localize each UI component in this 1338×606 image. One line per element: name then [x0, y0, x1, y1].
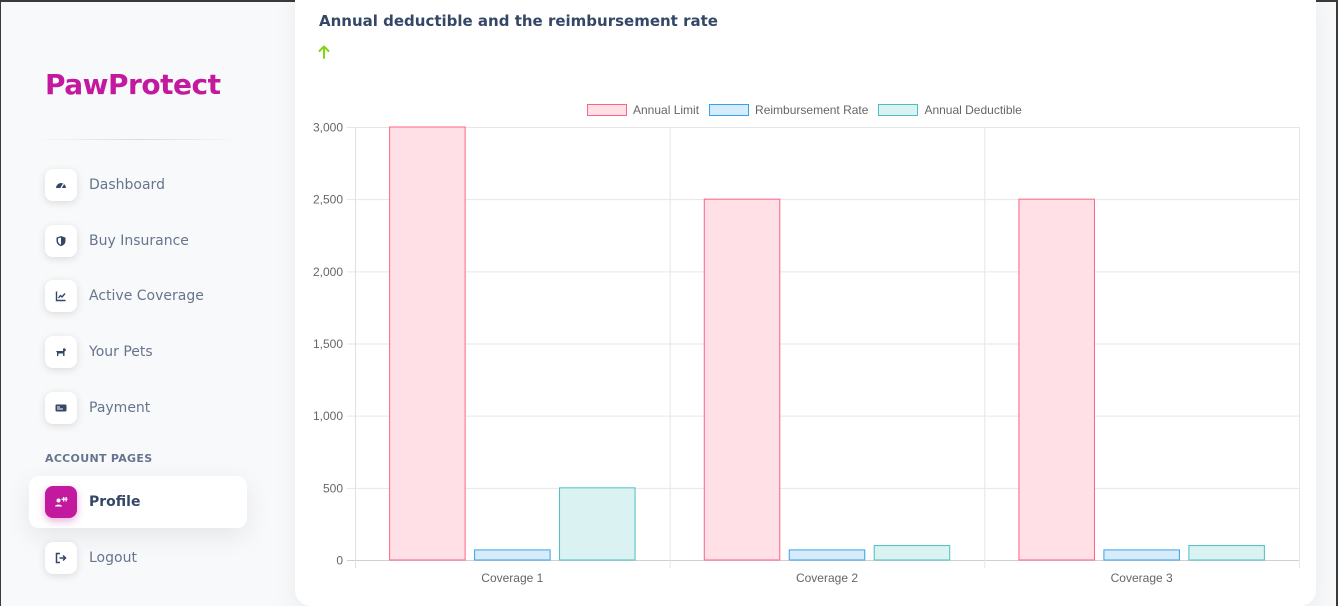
sidebar-item-profile[interactable]: Profile	[29, 476, 247, 528]
bar	[1018, 198, 1095, 561]
bar	[389, 126, 466, 561]
y-tick-label: 1,000	[313, 409, 343, 423]
sidebar-item-label: Logout	[89, 550, 137, 566]
sidebar: PawProtect Dashboard Buy Insurance Activ…	[1, 2, 271, 606]
legend-label: Annual Limit	[633, 103, 700, 117]
bar	[1188, 545, 1265, 561]
y-tick-label: 3,000	[313, 121, 343, 135]
section-heading-account-pages: ACCOUNT PAGES	[45, 452, 153, 465]
sidebar-item-label: Active Coverage	[89, 288, 204, 304]
bar	[559, 487, 636, 561]
legend-swatch	[709, 104, 750, 116]
dashboard-gauge-icon	[45, 169, 77, 201]
sidebar-item-dashboard[interactable]: Dashboard	[29, 159, 247, 211]
x-tick-label: Coverage 1	[481, 571, 543, 585]
bar	[873, 545, 951, 561]
dog-icon	[45, 336, 77, 368]
sidebar-item-payment[interactable]: Payment	[29, 382, 247, 434]
sidebar-item-label: Profile	[89, 494, 141, 510]
logout-icon	[45, 542, 77, 574]
bar-chart: 0 500 1,000 1,500 2,000 2,500 3,000 Coverage 1 C…	[313, 121, 1300, 585]
x-tick-label: Coverage 2	[796, 571, 858, 585]
arrow-up-icon	[317, 44, 331, 64]
bar	[703, 198, 781, 561]
legend-item-annual-deductible[interactable]: Annual Deductible	[878, 103, 1022, 117]
y-tick-label: 1,500	[313, 337, 343, 351]
brand-logo[interactable]: PawProtect	[45, 68, 221, 101]
bar	[1103, 549, 1180, 561]
y-tick-label: 2,000	[313, 265, 343, 279]
y-tick-label: 500	[323, 481, 343, 495]
legend-item-reimbursement-rate[interactable]: Reimbursement Rate	[709, 103, 868, 117]
legend-swatch	[878, 104, 919, 116]
sidebar-item-your-pets[interactable]: Your Pets	[29, 326, 247, 378]
legend-label: Reimbursement Rate	[755, 103, 869, 117]
legend-swatch	[587, 104, 627, 116]
y-tick-label: 0	[336, 554, 343, 568]
line-chart-icon	[45, 280, 77, 312]
sidebar-item-label: Payment	[89, 400, 151, 416]
shield-icon	[45, 225, 77, 257]
sidebar-item-buy-insurance[interactable]: Buy Insurance	[29, 215, 247, 267]
y-tick-label: 2,500	[313, 193, 343, 207]
chart-legend: Annual Limit Reimbursement Rate Annual D…	[587, 102, 1022, 118]
sidebar-item-label: Dashboard	[89, 177, 165, 193]
credit-card-icon	[45, 392, 77, 424]
legend-item-annual-limit[interactable]: Annual Limit	[587, 103, 699, 117]
card-title: Annual deductible and the reimbursement …	[319, 12, 718, 30]
legend-label: Annual Deductible	[924, 103, 1022, 117]
sidebar-item-label: Your Pets	[89, 344, 153, 360]
sidebar-item-label: Buy Insurance	[89, 233, 189, 249]
user-add-icon	[45, 486, 77, 518]
bar	[788, 549, 866, 561]
bar	[474, 549, 551, 561]
x-tick-label: Coverage 3	[1111, 571, 1173, 585]
sidebar-item-active-coverage[interactable]: Active Coverage	[29, 270, 247, 322]
sidebar-divider	[33, 139, 243, 140]
sidebar-item-logout[interactable]: Logout	[29, 532, 247, 584]
